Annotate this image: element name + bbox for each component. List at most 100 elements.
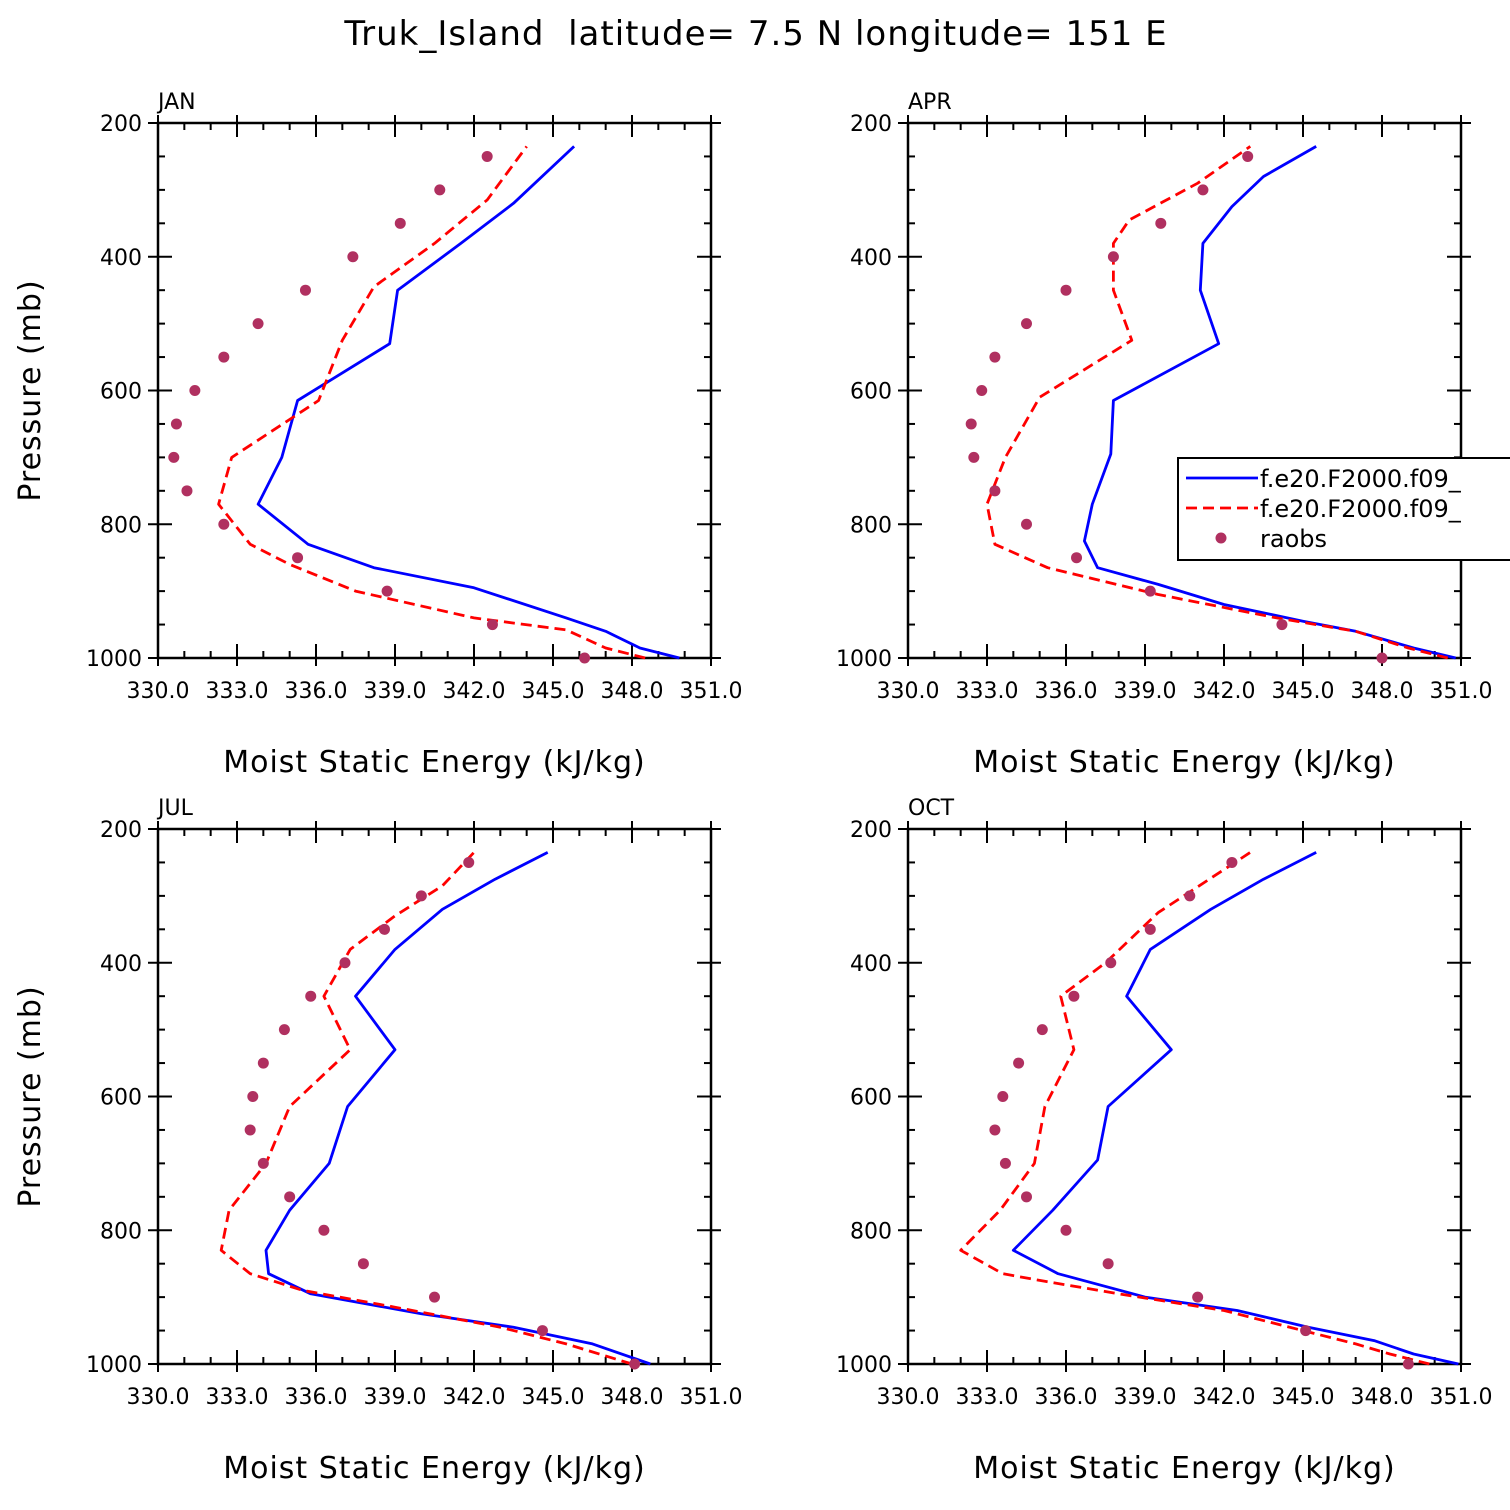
x-tick-label: 348.0	[1351, 1385, 1414, 1410]
raobs-point	[181, 485, 193, 497]
x-tick-label: 342.0	[443, 679, 506, 704]
legend-box	[1177, 457, 1510, 561]
plot-frame	[906, 827, 1463, 1366]
raobs-point	[999, 1157, 1011, 1169]
raobs-point	[989, 1124, 1001, 1136]
raobs-point	[244, 1124, 256, 1136]
y-tick-label: 200	[100, 112, 142, 137]
raobs-point	[486, 619, 498, 631]
series-line-dashed	[219, 851, 633, 1366]
raobs-point	[481, 150, 493, 162]
x-tick-label: 330.0	[127, 1385, 190, 1410]
raobs-point	[284, 1191, 296, 1203]
panel-jan: JAN 330.0 333.0 336.0 339.0 342.0 345.0 348.0 35…	[13, 90, 742, 780]
x-tick-label: 345.0	[1272, 1385, 1335, 1410]
x-tick-label: 342.0	[443, 1385, 506, 1410]
y-tick-label: 1000	[86, 1353, 142, 1378]
raobs-point	[1013, 1057, 1025, 1069]
legend-label: raobs	[1260, 525, 1327, 553]
y-tick-label: 200	[850, 112, 892, 137]
raobs-point	[189, 385, 201, 396]
x-tick-label: 330.0	[877, 679, 940, 704]
raobs-point	[257, 1057, 269, 1069]
panel-title: OCT	[908, 796, 955, 821]
raobs-point	[1021, 1191, 1032, 1203]
x-tick-label: 348.0	[1351, 679, 1414, 704]
y-tick-label: 800	[100, 1219, 142, 1244]
raobs-point	[989, 351, 1001, 363]
panel-title: JAN	[156, 90, 196, 115]
series-line-dashed	[959, 851, 1430, 1366]
raobs-point	[1192, 1291, 1204, 1303]
raobs-point	[629, 1358, 641, 1370]
x-tick-label: 348.0	[601, 679, 664, 704]
panel-oct: OCT 330.0 333.0 336.0 339.0 342.0 345.0 348.0 35…	[836, 796, 1492, 1486]
series-line-solid	[1083, 145, 1457, 660]
x-tick-label: 345.0	[1272, 679, 1335, 704]
y-tick-label: 1000	[836, 1353, 892, 1378]
y-tick-label: 600	[850, 1086, 892, 1111]
raobs-point	[463, 856, 475, 868]
x-axis-title: Moist Static Energy (kJ/kg)	[973, 745, 1396, 780]
raobs-point	[989, 485, 1001, 497]
x-tick-label: 330.0	[877, 1385, 940, 1410]
raobs-point	[357, 1258, 369, 1270]
x-tick-label: 333.0	[206, 679, 269, 704]
y-tick-label: 800	[850, 513, 892, 538]
y-tick-label: 1000	[836, 647, 892, 672]
legend: f.e20.F2000.f09_f.e20.F2000.f09_raobs	[1177, 457, 1510, 561]
series-line-solid	[256, 145, 680, 660]
raobs-point	[1105, 957, 1117, 969]
y-axis-title: Pressure (mb)	[13, 279, 48, 501]
raobs-point	[434, 184, 446, 196]
raobs-point	[1226, 856, 1238, 868]
y-tick-label: 800	[100, 513, 142, 538]
x-tick-label: 345.0	[522, 679, 585, 704]
x-tick-label: 336.0	[1035, 679, 1098, 704]
panels: JAN 330.0 333.0 336.0 339.0 342.0 345.0 348.0 35…	[13, 90, 1510, 1486]
y-tick-label: 600	[100, 380, 142, 405]
y-tick-label: 600	[100, 1086, 142, 1111]
panel-apr: APR 330.0 333.0 336.0 339.0 342.0 345.0 348.0 35…	[836, 90, 1510, 780]
raobs-point	[278, 1024, 290, 1036]
plot-frame	[906, 121, 1463, 660]
x-tick-label: 333.0	[956, 1385, 1019, 1410]
raobs-point	[292, 552, 304, 564]
raobs-point	[299, 284, 311, 296]
x-tick-label: 351.0	[1430, 679, 1493, 704]
raobs-point	[252, 318, 264, 330]
raobs-point	[1021, 318, 1032, 330]
raobs-point	[1197, 184, 1209, 196]
y-tick-label: 1000	[86, 647, 142, 672]
raobs-point	[347, 251, 359, 263]
raobs-point	[415, 890, 427, 902]
x-axis-title: Moist Static Energy (kJ/kg)	[223, 1451, 646, 1486]
x-axis-title: Moist Static Energy (kJ/kg)	[223, 745, 646, 780]
y-axis-title: Pressure (mb)	[13, 985, 48, 1207]
raobs-point	[1242, 150, 1254, 162]
y-tick-label: 200	[850, 818, 892, 843]
raobs-point	[305, 990, 317, 1002]
plot-frame	[156, 121, 713, 660]
raobs-point	[1144, 585, 1156, 597]
y-tick-label: 600	[850, 380, 892, 405]
raobs-point	[170, 418, 182, 430]
raobs-point	[381, 585, 393, 597]
raobs-point	[429, 1291, 440, 1303]
y-tick-label: 400	[850, 246, 892, 271]
series-line-dashed	[217, 145, 646, 660]
x-tick-label: 351.0	[1430, 1385, 1493, 1410]
raobs-point	[1102, 1258, 1114, 1270]
x-tick-label: 336.0	[285, 679, 348, 704]
raobs-point	[1276, 619, 1288, 631]
raobs-point	[1376, 652, 1388, 664]
x-tick-label: 342.0	[1193, 679, 1256, 704]
x-tick-label: 351.0	[680, 1385, 743, 1410]
raobs-point	[247, 1091, 259, 1102]
raobs-point	[968, 451, 980, 463]
raobs-point	[1300, 1325, 1312, 1337]
raobs-point	[976, 385, 988, 396]
y-tick-label: 800	[850, 1219, 892, 1244]
raobs-point	[579, 652, 591, 664]
